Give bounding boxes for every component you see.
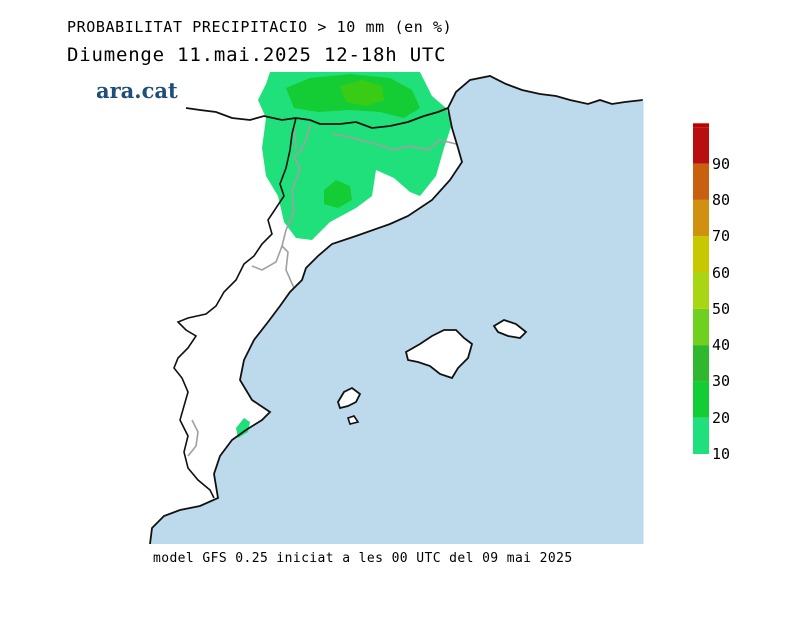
colorbar-label-10: 10 [712,445,731,463]
colorbar-swatch-60 [693,236,709,273]
island-mallorca [404,329,474,380]
precip-10pct-patch-south [236,418,250,438]
colorbar-label-30: 30 [712,372,731,391]
colorbar-label-70: 70 [712,227,731,246]
colorbar-label-50: 50 [712,299,731,318]
mainland [150,72,643,544]
colorbar-label-40: 40 [712,336,731,355]
map-title: PROBABILITAT PRECIPITACIO > 10 mm (en %) [67,18,453,36]
colorbar-swatch-90 [693,127,709,164]
coastline [149,75,644,545]
region-border-south [187,419,199,457]
colorbar-swatch-50 [693,272,709,309]
island-menorca [492,319,528,339]
island-formentera [346,415,360,425]
colorbar-label-80: 80 [712,190,731,209]
colorbar-swatch-30 [693,345,709,382]
inland-edge [173,117,297,499]
region-border [251,123,457,289]
island-eivissa [337,386,362,410]
country-border [185,107,449,129]
colorbar-swatch-80 [693,163,709,200]
colorbar-swatch-70 [693,199,709,237]
model-info: model GFS 0.25 iniciat a les 00 UTC del … [153,551,573,566]
colorbar-swatch-10 [693,417,709,454]
colorbar-top-swatch [693,123,709,128]
map-subtitle: Diumenge 11.mai.2025 12-18h UTC [67,44,447,66]
colorbar-swatch-20 [693,381,709,418]
precip-20pct-zone-center [324,180,352,208]
precip-30pct-core [340,80,384,106]
colorbar-swatch-40 [693,308,709,346]
ara-cat-logo: ara.cat [96,78,178,103]
colorbar-label-90: 90 [712,154,731,173]
colorbar [693,123,709,454]
colorbar-label-60: 60 [712,263,731,282]
colorbar-label-20: 20 [712,408,731,427]
